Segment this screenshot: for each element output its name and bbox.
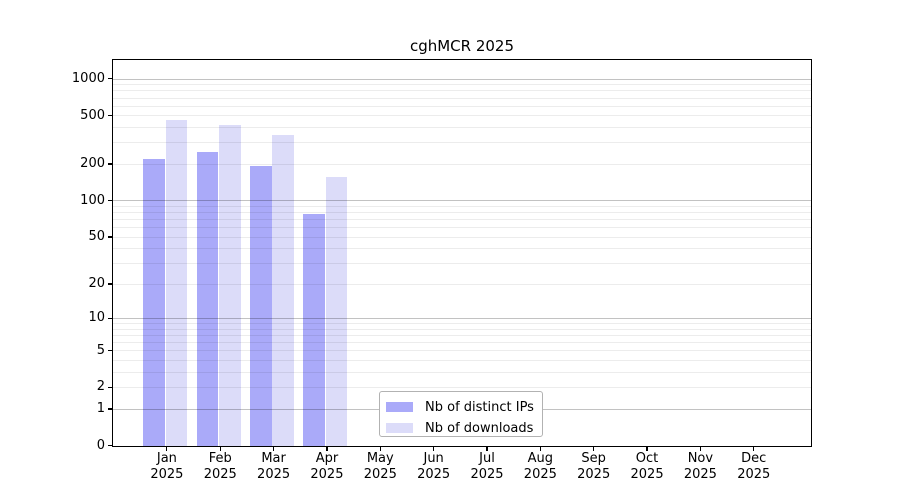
x-axis-tick bbox=[166, 445, 168, 452]
y-axis-tick-label: 1 bbox=[96, 400, 105, 416]
plot-area bbox=[112, 59, 812, 447]
y-axis-tick bbox=[108, 236, 113, 238]
y-gridline-minor bbox=[113, 84, 811, 86]
x-axis-tick-label: Nov 2025 bbox=[683, 451, 717, 482]
x-axis-tick-label: Feb 2025 bbox=[203, 451, 237, 482]
y-gridline-major bbox=[113, 78, 811, 80]
legend-item-downloads: Nb of downloads bbox=[386, 420, 542, 436]
y-gridline-minor bbox=[113, 127, 811, 129]
bar-downloads-apr bbox=[325, 177, 348, 446]
x-axis-tick-label: Jul 2025 bbox=[470, 451, 504, 482]
y-axis-tick bbox=[108, 386, 113, 389]
bar-ips-jan bbox=[143, 158, 165, 446]
y-axis-tick-label: 50 bbox=[88, 228, 105, 244]
legend: Nb of distinct IPs Nb of downloads bbox=[379, 391, 543, 437]
bar-downloads-jan bbox=[165, 120, 188, 446]
x-axis-tick-label: Jun 2025 bbox=[417, 451, 451, 482]
chart-title: cghMCR 2025 bbox=[409, 37, 515, 55]
y-axis-tick-label: 100 bbox=[80, 192, 105, 208]
y-axis-tick bbox=[108, 283, 113, 285]
legend-label: Nb of distinct IPs bbox=[425, 399, 534, 415]
legend-swatch-distinct-ips bbox=[386, 402, 413, 412]
y-axis-tick bbox=[108, 317, 113, 319]
legend-label: Nb of downloads bbox=[425, 420, 534, 436]
bar-ips-mar bbox=[250, 165, 272, 446]
x-axis-tick-label: Apr 2025 bbox=[310, 451, 344, 482]
y-axis-tick bbox=[108, 445, 113, 447]
y-axis-tick bbox=[108, 408, 113, 410]
y-gridline-minor bbox=[113, 115, 811, 117]
x-axis-tick bbox=[539, 445, 541, 452]
x-axis-tick bbox=[646, 445, 648, 452]
x-axis-tick bbox=[379, 445, 381, 452]
x-axis-tick-label: Oct 2025 bbox=[630, 451, 664, 482]
x-axis-tick bbox=[273, 445, 275, 452]
y-gridline-minor bbox=[113, 90, 811, 92]
x-axis-tick-label: Jan 2025 bbox=[150, 451, 184, 482]
y-gridline-minor bbox=[113, 142, 811, 144]
bar-downloads-feb bbox=[219, 125, 241, 446]
bar-ips-apr bbox=[303, 213, 326, 446]
legend-swatch-downloads bbox=[386, 423, 413, 433]
legend-item-distinct-ips: Nb of distinct IPs bbox=[386, 399, 542, 415]
y-axis-tick bbox=[108, 163, 113, 165]
y-axis-tick bbox=[108, 78, 113, 80]
x-axis-tick bbox=[699, 445, 701, 452]
bar-downloads-mar bbox=[272, 134, 294, 446]
x-axis-tick-label: Aug 2025 bbox=[523, 451, 557, 482]
x-axis-tick bbox=[433, 445, 435, 452]
x-axis-tick bbox=[326, 445, 328, 452]
y-axis-tick-label: 0 bbox=[96, 437, 105, 453]
x-axis-tick bbox=[486, 445, 488, 452]
x-axis-tick bbox=[753, 445, 755, 452]
y-axis-tick bbox=[108, 114, 113, 117]
bar-ips-feb bbox=[196, 152, 219, 446]
x-axis-tick-label: Mar 2025 bbox=[257, 451, 291, 482]
x-axis-tick bbox=[219, 445, 221, 452]
y-axis-tick-label: 20 bbox=[88, 276, 105, 292]
y-gridline-minor bbox=[113, 105, 811, 107]
x-axis-tick-label: May 2025 bbox=[363, 451, 397, 482]
y-gridline-minor bbox=[113, 97, 811, 99]
y-axis-tick-label: 500 bbox=[80, 107, 105, 123]
y-axis-tick-label: 5 bbox=[96, 342, 105, 358]
x-axis-tick bbox=[593, 445, 595, 452]
y-axis-tick-label: 2 bbox=[96, 379, 105, 395]
x-axis-tick-label: Dec 2025 bbox=[737, 451, 771, 482]
y-axis-tick bbox=[108, 350, 113, 352]
y-axis-tick-label: 1000 bbox=[71, 70, 105, 86]
y-axis-tick-label: 10 bbox=[88, 310, 105, 326]
y-axis-tick bbox=[108, 200, 113, 202]
x-axis-tick-label: Sep 2025 bbox=[577, 451, 611, 482]
y-axis-tick-label: 200 bbox=[80, 156, 105, 172]
